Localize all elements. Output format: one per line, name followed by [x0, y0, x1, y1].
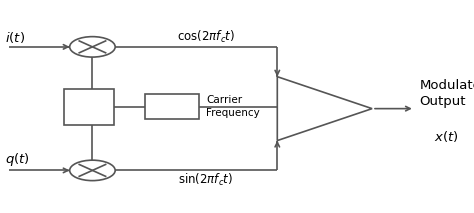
Bar [64, 89, 114, 125]
Text: $q(t)$: $q(t)$ [5, 151, 29, 168]
Bar [145, 94, 199, 119]
Text: $\sin(2\pi f_c t)$: $\sin(2\pi f_c t)$ [178, 171, 233, 188]
Text: 90 deg
shift: 90 deg shift [71, 96, 107, 118]
Text: Modulated
Output: Modulated Output [419, 79, 474, 108]
Text: $\cos(2\pi f_c t)$: $\cos(2\pi f_c t)$ [177, 29, 235, 45]
Text: Osc: Osc [159, 100, 184, 113]
Text: Carrier
Frequency: Carrier Frequency [206, 95, 260, 118]
Text: $x(t)$: $x(t)$ [434, 129, 458, 144]
Text: $i(t)$: $i(t)$ [5, 30, 25, 45]
